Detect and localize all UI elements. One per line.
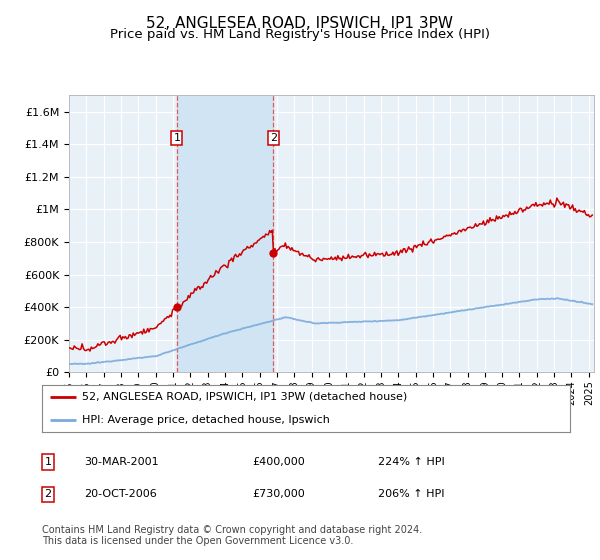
Text: 1: 1: [44, 457, 52, 467]
Text: Price paid vs. HM Land Registry's House Price Index (HPI): Price paid vs. HM Land Registry's House …: [110, 28, 490, 41]
Text: 52, ANGLESEA ROAD, IPSWICH, IP1 3PW: 52, ANGLESEA ROAD, IPSWICH, IP1 3PW: [146, 16, 454, 31]
Bar: [177, 95, 274, 372]
Text: 30-MAR-2001: 30-MAR-2001: [84, 457, 158, 467]
Text: 20-OCT-2006: 20-OCT-2006: [84, 489, 157, 500]
Text: 52, ANGLESEA ROAD, IPSWICH, IP1 3PW (detached house): 52, ANGLESEA ROAD, IPSWICH, IP1 3PW (det…: [82, 391, 407, 402]
Text: 224% ↑ HPI: 224% ↑ HPI: [378, 457, 445, 467]
Text: 2: 2: [44, 489, 52, 500]
Text: £730,000: £730,000: [252, 489, 305, 500]
Text: Contains HM Land Registry data © Crown copyright and database right 2024.
This d: Contains HM Land Registry data © Crown c…: [42, 525, 422, 547]
Text: 2: 2: [270, 133, 277, 143]
Text: £400,000: £400,000: [252, 457, 305, 467]
Text: 1: 1: [173, 133, 181, 143]
Text: 206% ↑ HPI: 206% ↑ HPI: [378, 489, 445, 500]
Text: HPI: Average price, detached house, Ipswich: HPI: Average price, detached house, Ipsw…: [82, 416, 329, 426]
